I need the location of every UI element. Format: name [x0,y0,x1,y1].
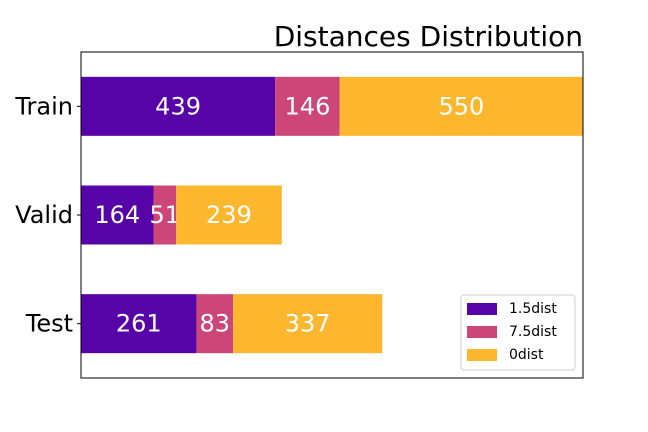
bar-label-valid-1-5dist: 164 [94,201,140,229]
category-axis: Train Valid Test [14,92,81,338]
bar-train-7-5dist [275,76,340,136]
bars-group: 439 146 550 164 51 239 261 83 337 [81,76,583,354]
bar-valid-0dist [176,185,282,245]
bar-train-1-5dist [81,76,276,136]
bar-valid-7-5dist [153,185,177,245]
bar-label-test-1-5dist: 261 [116,310,162,338]
chart-title: Distances Distribution [274,20,583,53]
legend-swatch-0dist [467,349,497,361]
bar-label-valid-0dist: 239 [206,201,252,229]
bar-label-valid-7-5dist: 51 [150,201,181,229]
bar-label-test-7-5dist: 83 [200,310,231,338]
plot-frame [80,51,584,379]
legend-swatch-7-5dist [467,326,497,338]
legend-label-7-5dist: 7.5dist [509,324,557,340]
legend: 1.5dist 7.5dist 0dist [460,294,576,371]
bar-label-train-1-5dist: 439 [155,92,201,120]
legend-label-0dist: 0dist [509,347,544,363]
bar-test-0dist [233,294,383,354]
legend-label-1-5dist: 1.5dist [509,301,557,317]
bar-test-1-5dist [81,294,197,354]
category-label-valid: Valid [15,201,73,229]
bar-label-test-0dist: 337 [285,310,331,338]
category-label-train: Train [14,92,73,120]
bar-valid-1-5dist [81,185,154,245]
legend-swatch-1-5dist [467,303,497,315]
bar-label-train-7-5dist: 146 [285,92,331,120]
category-label-test: Test [25,310,73,338]
bar-label-train-0dist: 550 [438,92,484,120]
bar-train-0dist [339,76,583,136]
bar-test-7-5dist [196,294,234,354]
